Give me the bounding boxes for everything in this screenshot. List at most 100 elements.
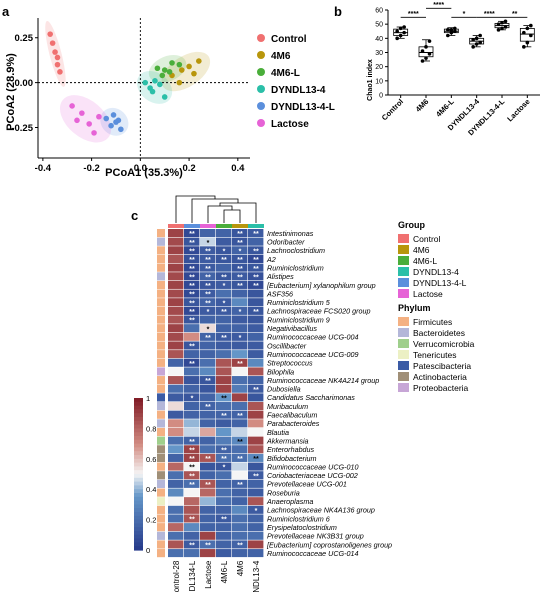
phylum-legend-label: Firmicutes xyxy=(413,317,452,327)
heatmap-cell xyxy=(248,410,264,419)
heatmap-cell xyxy=(168,471,184,480)
row-phylum-bar xyxy=(157,298,165,307)
heatmap-cell xyxy=(232,332,248,341)
heatmap-cell xyxy=(200,324,216,333)
phylum-legend-swatch xyxy=(398,383,409,392)
heatmap-legend: Group Control4M64M6-LDYNDL13-4DYNDL13-4-L… xyxy=(398,220,475,393)
heatmap-cell-star: ** xyxy=(205,266,211,273)
heatmap-cell xyxy=(248,263,264,272)
heatmap-cell xyxy=(232,237,248,246)
row-phylum-bar xyxy=(157,462,165,471)
row-phylum-bar xyxy=(157,419,165,428)
heatmap-cell xyxy=(248,289,264,298)
heatmap-cell xyxy=(248,436,264,445)
heatmap-cell xyxy=(248,540,264,549)
heatmap-cell xyxy=(248,332,264,341)
heatmap-cell-star: * xyxy=(207,326,210,333)
heatmap-cell-star: ** xyxy=(189,240,195,247)
pcoa-point-dyndl13-4 xyxy=(161,94,168,100)
row-label: Ruminococcaceae UCG-014 xyxy=(267,549,358,558)
heatmap-cell xyxy=(232,341,248,350)
heatmap-cell-star: ** xyxy=(189,517,195,524)
heatmap-cell xyxy=(216,549,232,558)
heatmap-cell xyxy=(184,384,200,393)
heatmap-cell xyxy=(248,427,264,436)
row-label: Enterorhabdus xyxy=(267,445,315,454)
row-phylum-bar xyxy=(157,332,165,341)
heatmap-cell xyxy=(232,488,248,497)
row-label: Alistipes xyxy=(266,272,294,281)
heatmap-cell-star: ** xyxy=(237,266,243,273)
heatmap-cell xyxy=(184,505,200,514)
heatmap-cell xyxy=(216,479,232,488)
heatmap-cell xyxy=(184,393,200,402)
heatmap-cell xyxy=(184,488,200,497)
heatmap-cell xyxy=(248,315,264,324)
row-phylum-bar xyxy=(157,531,165,540)
heatmap-cell xyxy=(232,549,248,558)
row-label: Blautia xyxy=(267,428,289,437)
heatmap-cell-star: ** xyxy=(221,335,227,342)
heatmap-cell xyxy=(200,436,216,445)
heatmap-cell xyxy=(184,402,200,411)
heatmap-cell xyxy=(248,453,264,462)
row-label: Lachnoclostridium xyxy=(267,246,325,255)
heatmap-cell xyxy=(216,402,232,411)
pcoa-point-dyndl13-4-l xyxy=(118,126,124,133)
group-legend-label: Control xyxy=(413,234,441,244)
colorbar-segment xyxy=(134,538,143,543)
heatmap-cell xyxy=(168,488,184,497)
colorbar-tick-label: 0.2 xyxy=(146,516,156,525)
heatmap-cell xyxy=(168,445,184,454)
colorbar-segment xyxy=(134,474,143,479)
group-legend-swatch xyxy=(398,278,409,287)
heatmap-cell xyxy=(184,540,200,549)
heatmap-cell xyxy=(168,549,184,558)
row-label: Ruminococcaceae UCG-009 xyxy=(267,350,358,359)
heatmap-cell xyxy=(168,289,184,298)
heatmap-cell xyxy=(248,367,264,376)
pcoa-point-control xyxy=(52,49,58,55)
row-phylum-bar xyxy=(157,402,165,411)
heatmap-cell-star: ** xyxy=(221,517,227,524)
heatmap-cell-star: ** xyxy=(237,283,243,290)
heatmap-cell-star: ** xyxy=(253,283,259,290)
pcoa-point-4m6-l xyxy=(176,61,183,68)
heatmap-cell xyxy=(216,427,232,436)
box-point xyxy=(471,37,475,42)
heatmap-cell xyxy=(248,479,264,488)
colorbar-segment xyxy=(134,439,143,445)
heatmap-cell xyxy=(200,453,216,462)
row-label: Ruminiclostridium 9 xyxy=(267,315,330,324)
pcoa-x-tick-label: -0.2 xyxy=(83,163,99,174)
heatmap-cell xyxy=(200,298,216,307)
box-point xyxy=(471,45,475,49)
phylum-legend-swatch xyxy=(398,317,409,326)
heatmap-cell xyxy=(200,488,216,497)
heatmap-cell xyxy=(232,306,248,315)
row-phylum-bar xyxy=(157,350,165,359)
heatmap-cell xyxy=(184,289,200,298)
phylum-legend-label: Proteobacteria xyxy=(413,383,469,393)
row-phylum-bar xyxy=(157,341,165,350)
heatmap-cell-star: ** xyxy=(253,231,259,238)
heatmap-cell-star: ** xyxy=(189,292,195,299)
row-phylum-bar xyxy=(157,523,165,532)
heatmap-cell xyxy=(168,419,184,428)
colorbar-segment xyxy=(134,477,143,483)
box-point xyxy=(420,59,425,63)
heatmap-cell xyxy=(216,445,232,454)
boxplot-x-tick-label: 4M6-L xyxy=(434,97,456,119)
heatmap-cell xyxy=(200,263,216,272)
box-point xyxy=(398,26,403,31)
colorbar-segment xyxy=(134,496,143,502)
box-point xyxy=(427,39,432,43)
heatmap-cell xyxy=(168,427,184,436)
heatmap-cell xyxy=(168,393,184,402)
heatmap-cell-star: ** xyxy=(221,456,227,463)
pcoa-point-dyndl13-4 xyxy=(142,79,149,86)
group-legend-swatch xyxy=(398,289,409,298)
column-group-bar xyxy=(216,224,232,228)
heatmap-cell-star: ** xyxy=(221,413,227,420)
group-legend-swatch xyxy=(398,234,409,243)
